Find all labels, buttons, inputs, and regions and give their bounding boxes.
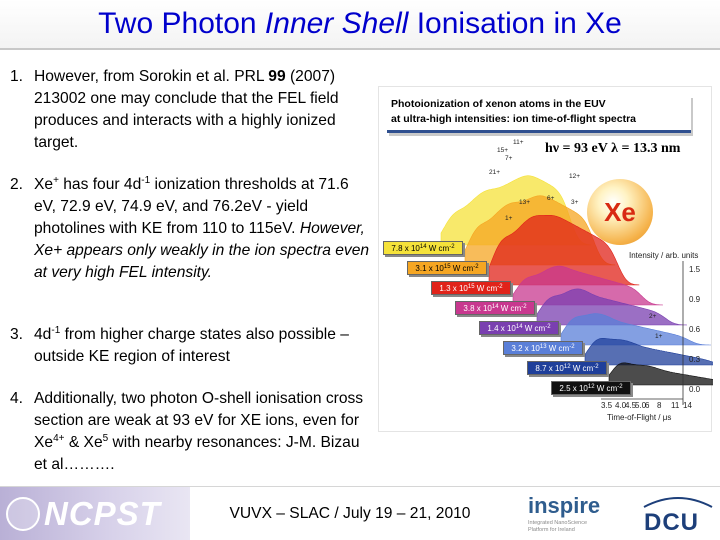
item-text-bold: 99 (268, 68, 286, 85)
charge-state-label: 2+ (649, 313, 657, 320)
spectrum-trace (488, 215, 640, 286)
inspire-logo: inspire Integrated NanoScience Platform … (528, 493, 608, 537)
item-number: 2. (10, 176, 24, 193)
dcu-emblem-icon (643, 497, 713, 508)
item-text: However, from Sorokin et al. PRL 99 (200… (34, 66, 374, 154)
x-axis-label: Time-of-Flight / μs (607, 413, 672, 422)
item-sup: 5 (102, 433, 109, 444)
item-text: 4d-1 from higher charge states also poss… (34, 324, 374, 368)
item-text-b: (2007) 213002 one may conclude that the … (34, 68, 339, 151)
item-text-a: Xe (34, 176, 54, 193)
item-text-a: 4d (34, 326, 52, 343)
intensity-label: 3.2 x 1013 W cm-2 (503, 341, 583, 355)
spectra-plot (440, 175, 713, 405)
inspire-logo-text: inspire (528, 493, 601, 518)
photon-energy-label: hν = 93 eV λ = 13.3 nm (545, 141, 681, 156)
intensity-label: 3.1 x 1015 W cm-2 (407, 261, 487, 275)
charge-state-label: 7+ (505, 155, 513, 162)
item-number: 3. (10, 326, 24, 343)
item-text-c: with nearby resonances: J-M. Bizau et al… (34, 434, 360, 473)
charge-state-label: 12+ (569, 173, 581, 180)
dcu-logo: DCU (638, 493, 716, 537)
intensity-label: 1.4 x 1014 W cm-2 (479, 321, 559, 335)
spectrum-trace (512, 265, 664, 306)
slide-title: Two Photon Inner Shell Ionisation in Xe (0, 0, 720, 50)
charge-state-label: 11+ (513, 139, 524, 146)
item-sup: -1 (141, 175, 151, 186)
xenon-atom-icon: Xe (587, 179, 653, 245)
x-tick-label: 6 (645, 401, 650, 410)
x-tick-label: 4.5 (625, 401, 637, 410)
x-tick-label: 3.5 (601, 401, 613, 410)
title-italic: Inner Shell (264, 7, 409, 40)
item-text-b: from higher charge states also possible … (34, 326, 349, 365)
charge-state-label: 21+ (489, 169, 501, 176)
y-tick-label: 0.9 (689, 295, 701, 304)
spectrum-trace (560, 313, 711, 346)
ncpst-logo-text: NCPST (44, 495, 161, 532)
item-text-a: However, from Sorokin et al. PRL (34, 68, 269, 85)
charge-state-label: 6+ (547, 195, 555, 202)
intensity-label: 3.8 x 1014 W cm-2 (455, 301, 535, 315)
intensity-label: 2.5 x 1012 W cm-2 (551, 381, 631, 395)
y-tick-label: 0.6 (689, 325, 701, 334)
item-text-a: Additionally, two photon O-shell ionisat… (34, 390, 364, 451)
spectrum-trace (536, 288, 688, 326)
title-part1: Two Photon (98, 7, 265, 40)
x-tick-label: 11 (671, 401, 680, 410)
charge-state-label: 3+ (571, 199, 579, 206)
charge-state-label: 15+ (497, 147, 509, 154)
y-axis-label: Intensity / arb. units (629, 251, 699, 260)
item-text-b: has four 4d (58, 176, 142, 193)
intensity-label: 8.7 x 1012 W cm-2 (527, 361, 607, 375)
item-sup: -1 (51, 325, 61, 336)
figure-title-line1: Photoionization of xenon atoms in the EU… (391, 98, 606, 110)
y-tick-label: 0.0 (689, 385, 701, 394)
item-text-italic: However, Xe+ appears only weakly in the … (34, 220, 370, 281)
y-tick-label: 0.3 (689, 355, 701, 364)
item-sup: + (53, 175, 59, 186)
intensity-label: 1.3 x 1015 W cm-2 (431, 281, 511, 295)
intensity-label: 7.8 x 1014 W cm-2 (383, 241, 463, 255)
x-tick-label: 5.0 (635, 401, 647, 410)
spectrum-trace (608, 362, 713, 386)
inspire-logo-subtext: Integrated NanoScience Platform for Irel… (528, 520, 588, 533)
charge-state-label: 1+ (655, 333, 663, 340)
slide-footer: NCPST VUVX – SLAC / July 19 – 21, 2010 i… (0, 486, 720, 540)
item-text-c: ionization thresholds at 71.6 eV, 72.9 e… (34, 176, 349, 237)
x-tick-label: 8 (657, 401, 662, 410)
title-part2: Ionisation in Xe (408, 7, 622, 40)
item-number: 4. (10, 390, 24, 407)
figure-title: Photoionization of xenon atoms in the EU… (387, 95, 691, 133)
item-sup: 4+ (53, 433, 65, 444)
item-text: Xe+ has four 4d-1 ionization thresholds … (34, 174, 374, 284)
conference-label: VUVX – SLAC / July 19 – 21, 2010 (229, 505, 471, 522)
item-text-b: & Xe (64, 434, 103, 451)
y-tick-label: 1.5 (689, 265, 701, 274)
spectrum-trace (584, 338, 713, 366)
item-text: Additionally, two photon O-shell ionisat… (34, 388, 374, 476)
charge-state-label: 13+ (519, 199, 531, 206)
charge-state-label: 1+ (505, 215, 513, 222)
item-number: 1. (10, 68, 24, 85)
ncpst-emblem-icon (6, 497, 40, 531)
x-tick-label: 4.0 (615, 401, 627, 410)
tof-spectra-figure: Photoionization of xenon atoms in the EU… (378, 86, 713, 432)
dcu-logo-text: DCU (644, 509, 699, 536)
figure-title-line2: at ultra-high intensities: ion time-of-f… (391, 113, 637, 125)
x-tick-label: 14 (683, 401, 692, 410)
ncpst-logo: NCPST (0, 487, 190, 540)
